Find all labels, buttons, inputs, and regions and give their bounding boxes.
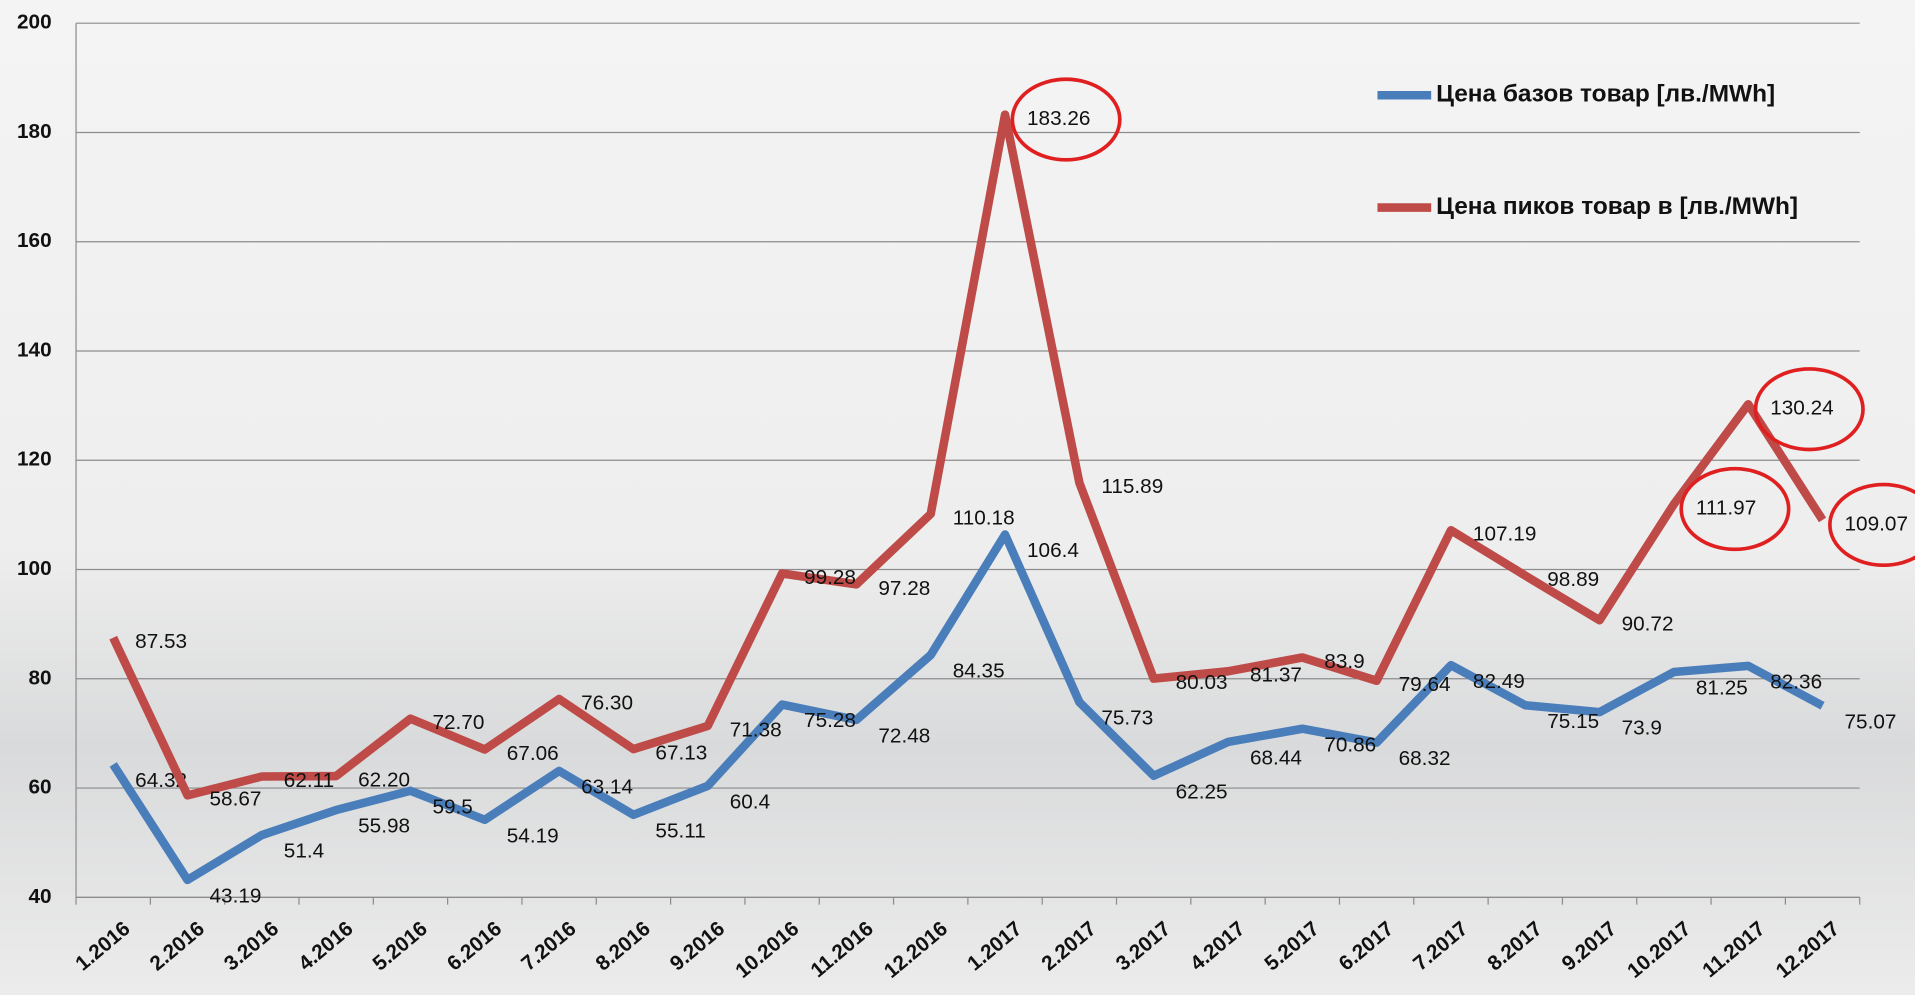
- x-tick-label: 11.2017: [1698, 917, 1769, 982]
- data-label: 59.5: [432, 795, 472, 818]
- data-label: 75.07: [1845, 710, 1897, 733]
- data-label: 110.18: [953, 506, 1015, 529]
- data-label: 84.35: [953, 660, 1005, 683]
- highlight-circle: [1753, 367, 1865, 452]
- data-label: 58.67: [209, 788, 261, 811]
- data-label: 98.89: [1547, 568, 1599, 591]
- data-label: 97.28: [878, 577, 930, 600]
- x-tick-label: 12.2016: [880, 917, 952, 983]
- data-label: 67.13: [655, 741, 707, 764]
- x-tick-label: 2.2016: [146, 917, 209, 975]
- data-label: 55.98: [358, 815, 410, 838]
- x-tick-label: 5.2016: [368, 917, 431, 975]
- data-label: 87.53: [135, 630, 187, 653]
- x-tick-label: 4.2017: [1186, 917, 1249, 975]
- data-label: 72.48: [878, 724, 930, 747]
- data-label: 70.86: [1324, 733, 1376, 756]
- data-label: 111.97: [1696, 497, 1756, 520]
- x-tick-label: 2.2017: [1037, 917, 1100, 975]
- x-tick-label: 6.2016: [443, 917, 506, 975]
- x-tick-label: 7.2017: [1409, 917, 1472, 975]
- x-tick-label: 6.2017: [1335, 917, 1398, 975]
- x-tick-label: 10.2016: [731, 917, 803, 983]
- data-label: 107.19: [1473, 523, 1536, 546]
- data-label: 81.25: [1696, 677, 1748, 700]
- y-tick-label: 200: [17, 11, 52, 34]
- data-label: 75.28: [804, 709, 856, 732]
- data-label: 83.9: [1324, 650, 1364, 673]
- data-label: 68.32: [1399, 747, 1451, 770]
- data-label: 55.11: [655, 819, 705, 842]
- data-label: 62.11: [284, 769, 334, 792]
- data-label: 72.70: [432, 711, 484, 734]
- x-tick-label: 12.2017: [1772, 917, 1844, 983]
- data-label: 54.19: [507, 824, 559, 847]
- data-label: 80.03: [1176, 671, 1228, 694]
- data-label: 106.4: [1027, 539, 1079, 562]
- x-tick-label: 9.2016: [666, 917, 729, 975]
- data-label: 109.07: [1845, 512, 1908, 535]
- x-tick-label: 1.2017: [963, 917, 1026, 975]
- data-label: 90.72: [1622, 613, 1674, 636]
- data-label: 82.49: [1473, 670, 1525, 693]
- x-tick-label: 8.2017: [1483, 917, 1546, 975]
- legend-label: Цена базов товар [лв./MWh]: [1436, 81, 1775, 108]
- data-label: 79.64: [1399, 673, 1451, 696]
- legend-label: Цена пиков товар в [лв./MWh]: [1436, 193, 1798, 220]
- data-label: 67.06: [507, 742, 559, 765]
- data-label: 115.89: [1101, 475, 1163, 498]
- data-label: 76.30: [581, 691, 633, 714]
- x-tick-label: 5.2017: [1260, 917, 1323, 975]
- series-line: [109, 530, 1825, 885]
- data-label: 68.44: [1250, 747, 1302, 770]
- y-tick-label: 140: [17, 338, 52, 361]
- data-label: 75.73: [1101, 707, 1153, 730]
- y-tick-label: 180: [17, 120, 52, 143]
- y-tick-label: 100: [17, 557, 52, 580]
- x-tick-label: 4.2016: [294, 917, 357, 975]
- data-label: 82.36: [1770, 670, 1822, 693]
- x-tick-label: 7.2016: [517, 917, 580, 975]
- data-label: 183.26: [1027, 107, 1090, 130]
- y-tick-label: 40: [29, 885, 52, 908]
- x-tick-label: 9.2017: [1558, 917, 1621, 975]
- data-label: 43.19: [209, 884, 261, 907]
- highlight-circle: [1828, 482, 1915, 567]
- y-tick-label: 160: [17, 229, 52, 252]
- x-tick-label: 10.2017: [1623, 917, 1695, 983]
- series-line: [109, 110, 1827, 800]
- x-tick-label: 8.2016: [591, 917, 654, 975]
- data-label: 71.38: [730, 718, 782, 741]
- x-tick-label: 11.2016: [806, 917, 877, 982]
- y-tick-label: 60: [29, 776, 52, 799]
- data-label: 62.25: [1176, 780, 1228, 803]
- data-label: 73.9: [1622, 717, 1662, 740]
- data-label: 51.4: [284, 840, 324, 863]
- data-label: 130.24: [1770, 397, 1833, 420]
- x-tick-label: 3.2017: [1112, 917, 1175, 975]
- highlight-circle: [1010, 77, 1122, 162]
- data-label: 60.4: [730, 790, 770, 813]
- data-label: 62.20: [358, 768, 410, 791]
- highlight-circle: [1679, 466, 1791, 552]
- x-tick-label: 1.2016: [71, 917, 134, 975]
- data-label: 99.28: [804, 566, 856, 589]
- y-tick-label: 120: [17, 448, 52, 471]
- data-label: 63.14: [581, 775, 633, 798]
- data-label: 81.37: [1250, 664, 1302, 687]
- data-label: 75.15: [1547, 710, 1599, 733]
- x-tick-label: 3.2016: [220, 917, 283, 975]
- y-tick-label: 80: [29, 666, 52, 689]
